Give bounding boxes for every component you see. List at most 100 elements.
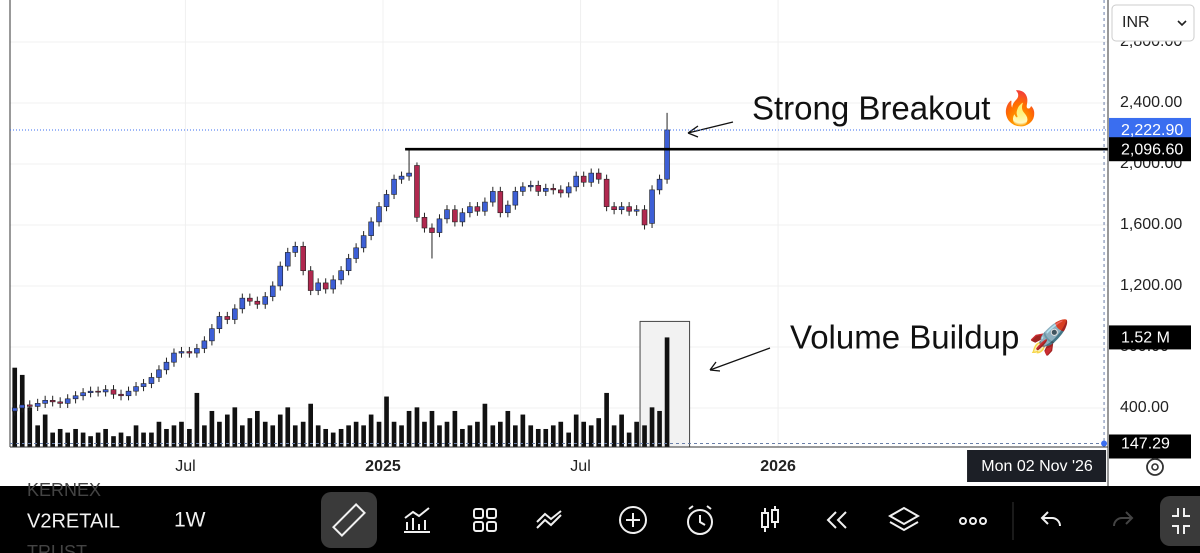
volume-bar: [573, 414, 579, 447]
currency-dropdown[interactable]: [1111, 4, 1195, 42]
toolbar-icons: [321, 492, 1200, 548]
ruler-button[interactable]: [321, 492, 377, 548]
candle-body: [178, 351, 185, 354]
volume-bar: [255, 410, 260, 447]
candle-body: [194, 348, 200, 354]
volume-bar: [42, 414, 48, 447]
symbol-next[interactable]: TRUST: [27, 542, 87, 553]
volume-bar: [118, 432, 124, 447]
candle-body: [535, 184, 542, 192]
symbol-prev[interactable]: KERNEX: [27, 480, 101, 500]
replay-icon[interactable]: [826, 511, 847, 529]
settings-button[interactable]: [1146, 458, 1164, 476]
candle-body: [239, 297, 246, 310]
candle-body: [414, 165, 420, 218]
candle-body: [376, 206, 382, 223]
candle-body: [474, 206, 481, 212]
volume-bar: [232, 407, 238, 447]
volume-bar: [649, 407, 655, 447]
candle-body: [505, 204, 511, 214]
volume-bar: [111, 436, 116, 447]
volume-bar: [429, 410, 435, 447]
x-tick-label: 2026: [760, 458, 796, 475]
indicators-icon[interactable]: [404, 507, 430, 533]
volume-bar: [437, 425, 442, 447]
candle-body: [262, 296, 269, 305]
candle-body: [444, 209, 450, 220]
candle-body: [102, 389, 109, 393]
fullscreen-icon: [1172, 508, 1190, 534]
candle-body: [186, 351, 193, 354]
interval[interactable]: 1W: [174, 509, 206, 532]
candle-body: [216, 316, 223, 329]
volume-bar: [657, 410, 662, 447]
templates-icon[interactable]: [473, 508, 484, 519]
candle-body: [247, 297, 253, 302]
price-tag-label: 2,222.90: [1121, 122, 1183, 139]
volume-bar: [179, 421, 184, 447]
volume-bar: [399, 425, 404, 447]
alert-icon-hands: [688, 505, 712, 526]
candle-body: [87, 390, 94, 394]
candle-body: [580, 175, 587, 183]
candle-body: [125, 390, 132, 397]
price-tag: [1109, 117, 1191, 142]
y-tick-label: 1,200.00: [1120, 277, 1182, 294]
undo-icon[interactable]: [1040, 511, 1061, 527]
volume-bar: [528, 425, 534, 447]
candle-body: [512, 191, 519, 206]
volume-bar: [535, 428, 541, 447]
add-icon[interactable]: [619, 506, 647, 534]
volume-bar: [202, 425, 207, 447]
volume-bar: [346, 425, 351, 447]
layers-icon[interactable]: [887, 506, 921, 532]
candle-body: [497, 191, 504, 214]
candle-body: [459, 212, 466, 223]
volume-bar: [452, 410, 458, 447]
candle-body: [133, 386, 139, 392]
candle-body: [368, 221, 374, 236]
candle-body: [421, 217, 428, 229]
volume-bar: [80, 432, 86, 447]
fullscreen-button[interactable]: [1160, 496, 1200, 546]
volume-tag: [1109, 325, 1191, 350]
volume-bar: [475, 421, 480, 447]
candle-body: [307, 270, 314, 291]
volume-bar: [566, 432, 572, 447]
volume-bar: [626, 432, 632, 447]
volume-bar: [141, 432, 146, 447]
volume-bar: [588, 425, 594, 447]
more-icon[interactable]: [959, 517, 967, 525]
symbol-current[interactable]: V2RETAIL: [27, 510, 120, 532]
candle-body: [482, 201, 488, 212]
volume-bar: [634, 421, 639, 447]
candle-body: [383, 194, 390, 207]
volume-bar: [543, 428, 549, 447]
candle-body: [254, 300, 261, 305]
candle-body: [57, 401, 63, 404]
volume-bar: [262, 421, 268, 447]
more-icon-dot: [979, 517, 987, 525]
candle-body: [277, 265, 284, 287]
volume-bar: [126, 436, 131, 447]
candle-body: [315, 282, 321, 291]
volume-bar: [391, 421, 397, 447]
candle-body: [232, 308, 238, 320]
time-axis: Jul 2025 Jul 2026 Mon 02 Nov '26: [175, 450, 1107, 482]
alert-icon[interactable]: [687, 509, 713, 535]
candle-body: [11, 407, 18, 412]
candle-body: [156, 369, 162, 378]
volume-bar: [323, 428, 329, 447]
volume-bar: [187, 428, 192, 447]
candle-body: [527, 184, 534, 188]
compare-icon[interactable]: [536, 510, 562, 529]
volume-bar: [460, 428, 465, 447]
volume-bar: [103, 428, 108, 447]
volume-bar: [664, 337, 670, 447]
candle-body: [209, 328, 215, 342]
volume-bar: [444, 421, 450, 447]
volume-bar: [376, 421, 382, 447]
candle-body: [330, 279, 336, 290]
